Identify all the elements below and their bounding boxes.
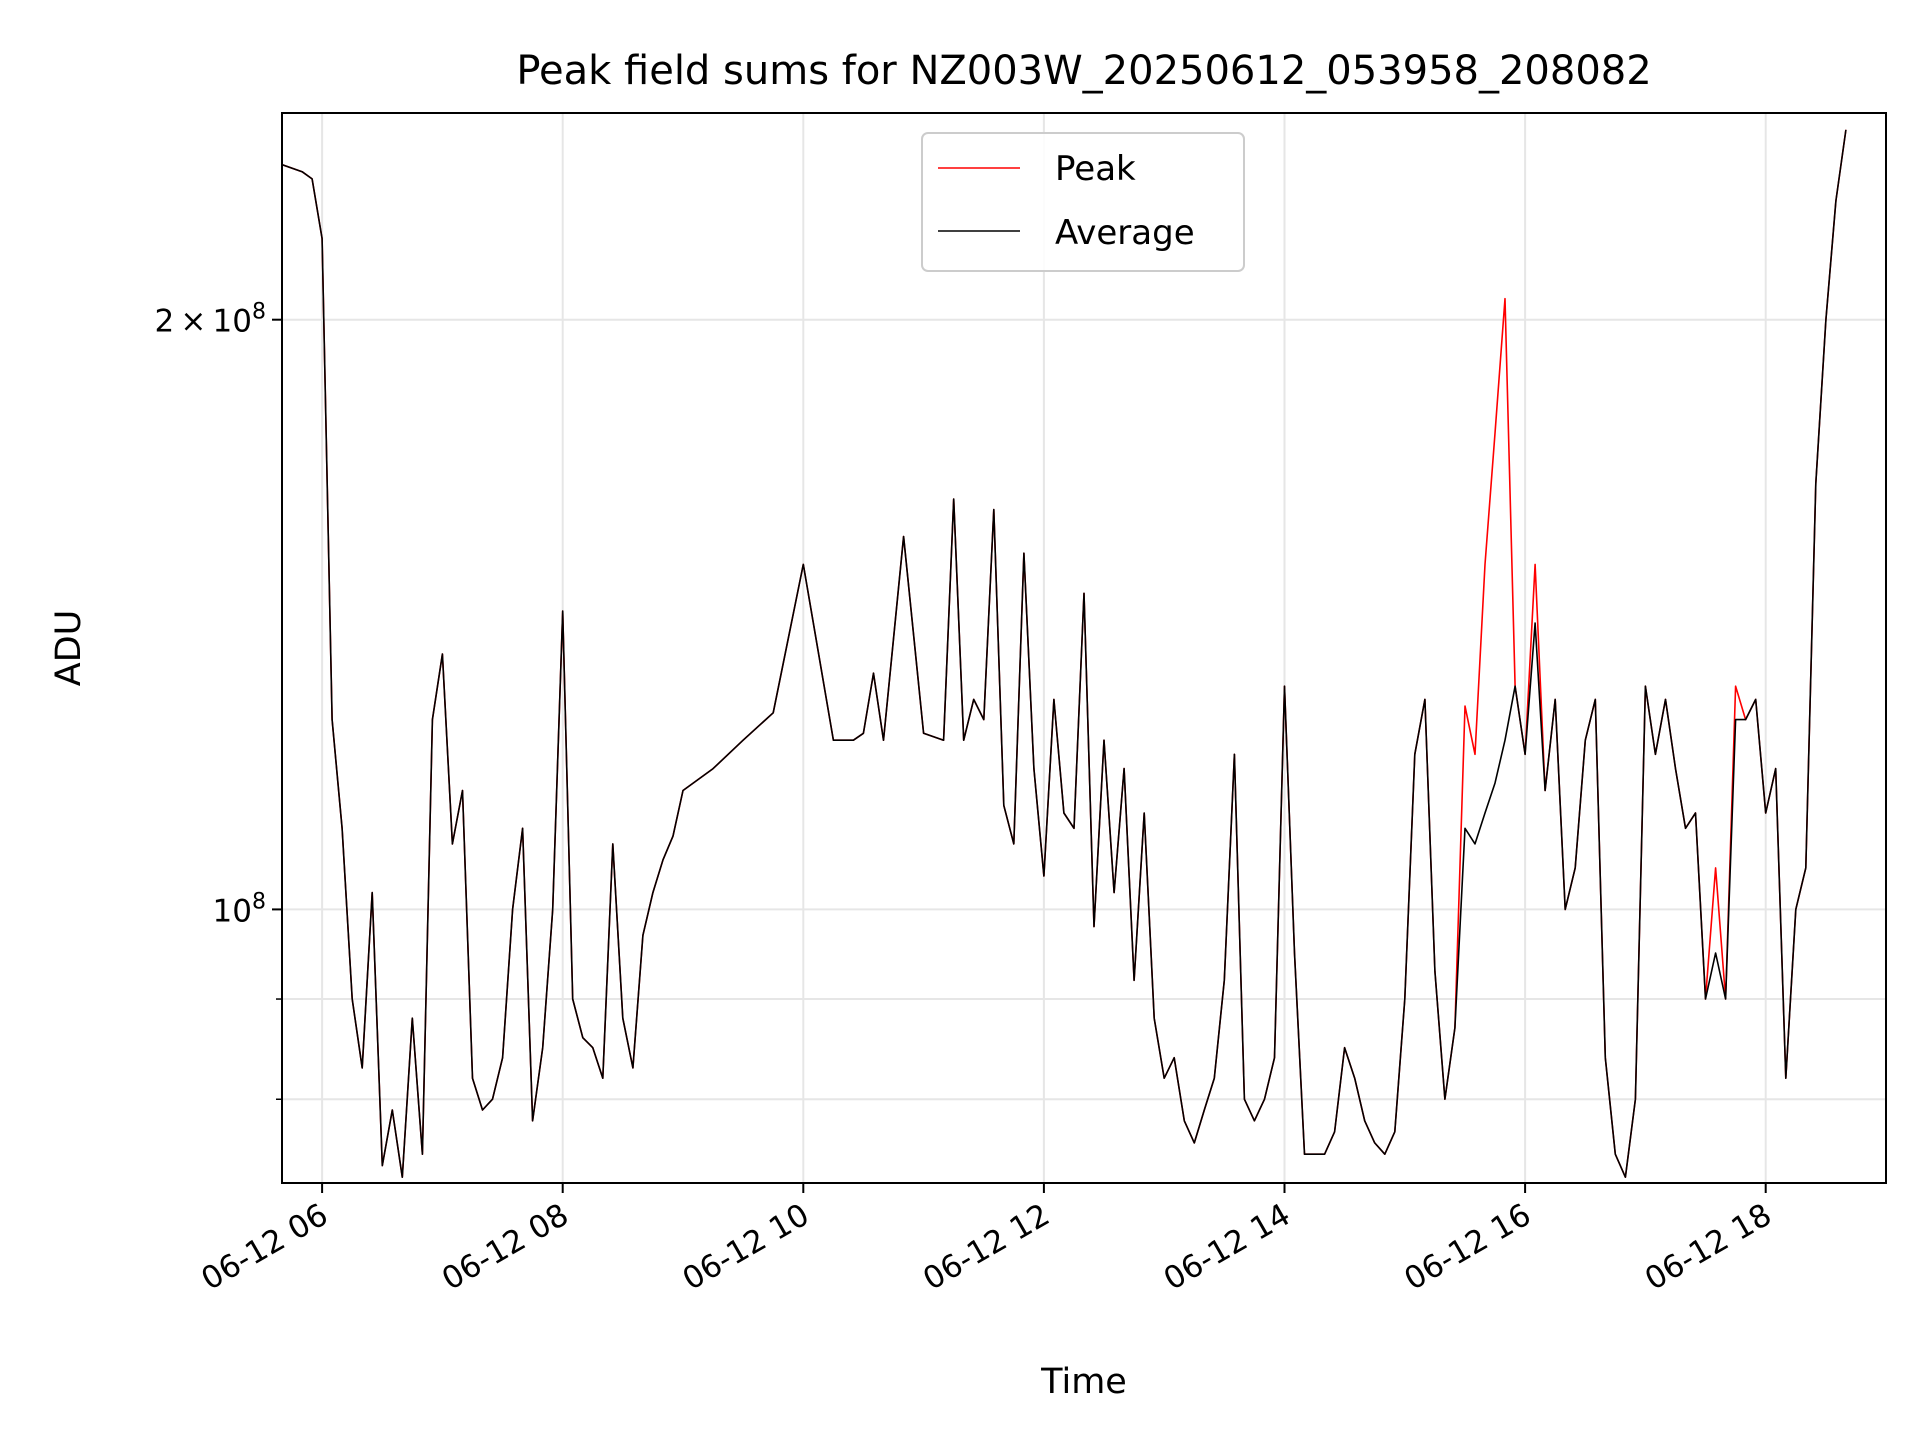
legend-label-peak: Peak [1055, 149, 1136, 189]
chart-title: Peak field sums for NZ003W_20250612_0539… [516, 48, 1651, 94]
grid-lines [282, 113, 1886, 1183]
series-layer [282, 129, 1847, 1178]
legend-label-average: Average [1055, 213, 1195, 253]
x-axis-label: Time [1040, 1362, 1127, 1402]
legend: Peak Average [921, 132, 1245, 272]
y-axis-label: ADU [49, 610, 89, 687]
y-tick-label: 2 × 108 [154, 300, 266, 340]
series-line-average [282, 129, 1847, 1178]
plot-frame [281, 112, 1887, 1184]
